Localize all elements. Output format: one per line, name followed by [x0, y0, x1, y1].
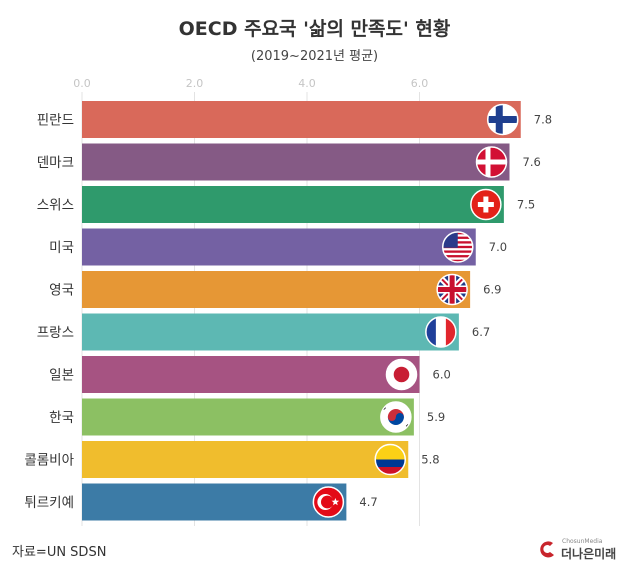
france-flag-icon — [425, 317, 456, 347]
flag-border — [380, 401, 412, 433]
category-label: 핀란드 — [37, 113, 74, 129]
bar — [82, 356, 420, 393]
flag-border — [374, 443, 406, 476]
bar-row: 핀란드 7.8 — [37, 101, 552, 138]
category-label: 덴마크 — [37, 155, 74, 171]
colombia-flag-icon — [375, 444, 406, 475]
bar-row: 콜롬비아 5.8 — [24, 441, 440, 478]
turkey-flag-icon — [313, 487, 344, 517]
x-tick-label: 4.0 — [298, 77, 316, 90]
chart-subtitle: (2019~2021년 평균) — [250, 49, 379, 64]
bar — [82, 441, 409, 478]
value-label: 6.9 — [483, 283, 501, 297]
category-label: 미국 — [49, 240, 74, 256]
bar — [82, 398, 414, 436]
category-label: 일본 — [49, 368, 74, 384]
brand-mark-icon — [540, 541, 554, 558]
finland-flag-icon — [487, 104, 518, 135]
bar — [82, 483, 347, 521]
brand-name: 더나은미래 — [561, 547, 617, 561]
value-label: 5.9 — [427, 410, 445, 424]
brand-subtext: ChosunMedia — [562, 538, 603, 545]
flag-border — [475, 146, 508, 178]
denmark-flag-icon — [476, 147, 507, 177]
switzerland-flag-icon — [470, 189, 501, 220]
flag-border — [436, 273, 468, 306]
value-label: 7.6 — [523, 155, 541, 169]
category-label: 콜롬비아 — [24, 453, 74, 469]
bar — [82, 143, 510, 181]
x-tick-label: 2.0 — [186, 77, 204, 90]
flag-border — [487, 103, 519, 136]
category-label: 영국 — [49, 283, 74, 299]
value-label: 5.8 — [421, 453, 439, 467]
value-label: 6.7 — [472, 325, 490, 339]
bar — [82, 271, 471, 308]
bar — [82, 313, 459, 351]
bar — [82, 101, 521, 138]
flag-border — [385, 358, 418, 391]
flag-border — [312, 486, 345, 518]
category-label: 튀르키예 — [24, 495, 74, 511]
japan-flag-icon — [386, 359, 417, 390]
bar — [82, 186, 504, 223]
value-label: 7.0 — [489, 240, 507, 254]
bar-row: 영국 6.9 — [49, 271, 501, 308]
bar-row: 스위스 7.5 — [37, 186, 535, 223]
uk-flag-icon — [437, 274, 468, 305]
bar-row: 프랑스 6.7 — [37, 313, 490, 351]
bar-chart: 0.0 2.0 4.0 6.0 핀란드 7.8 덴마크 7.6 스위스 7.5 미국 7.0 영국 6.… — [24, 77, 552, 526]
x-tick-label: 6.0 — [411, 77, 429, 90]
brand-logo: ChosunMedia 더나은미래 — [538, 537, 622, 561]
value-label: 6.0 — [433, 368, 451, 382]
bar-row: 미국 7.0 — [49, 228, 507, 266]
source-note: 자료=UN SDSN — [12, 545, 107, 560]
category-label: 스위스 — [37, 198, 74, 214]
bar-row: 일본 6.0 — [49, 356, 451, 393]
flag-border — [470, 188, 502, 221]
bar — [82, 228, 476, 266]
value-label: 7.5 — [517, 198, 535, 212]
value-label: 4.7 — [359, 495, 377, 509]
bar-row: 튀르키예 4.7 — [24, 483, 378, 521]
chart-title: OECD 주요국 '삶의 만족도' 현황 — [178, 18, 451, 40]
bar-row: 한국 5.9 — [49, 398, 445, 436]
value-label: 7.8 — [534, 113, 552, 127]
category-label: 프랑스 — [37, 325, 74, 341]
category-label: 한국 — [49, 410, 74, 426]
x-tick-label: 0.0 — [73, 77, 91, 90]
bar-row: 덴마크 7.6 — [37, 143, 541, 181]
flag-border — [442, 231, 474, 263]
flag-border — [425, 316, 457, 348]
usa-flag-icon — [442, 232, 473, 262]
